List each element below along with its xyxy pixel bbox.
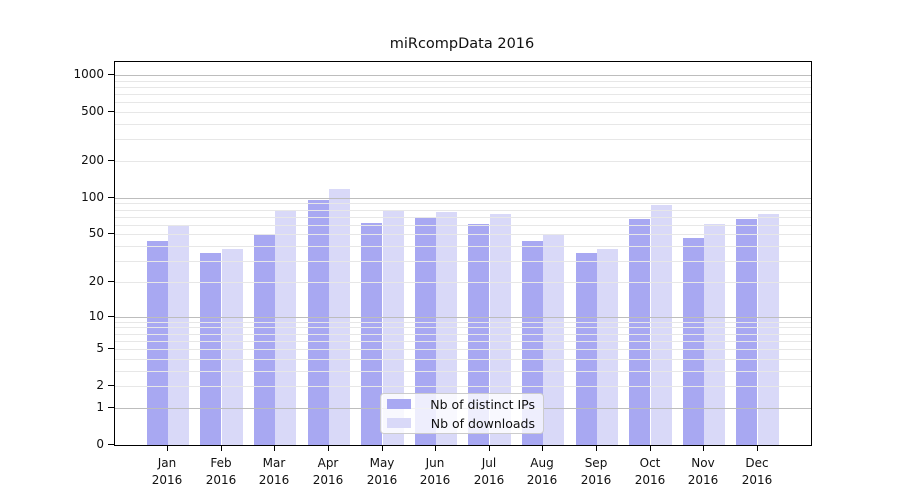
legend-label-downloads: Nb of downloads xyxy=(430,415,535,431)
x-tick-label-may: May 2016 xyxy=(366,456,398,487)
y-tick-label-200: 200 xyxy=(81,153,104,167)
y-tick-label-20: 20 xyxy=(88,274,104,288)
x-tick-label-jul: Jul 2016 xyxy=(473,456,505,487)
x-tick-label-mar: Mar 2016 xyxy=(258,456,290,487)
y-tick-label-50: 50 xyxy=(88,226,104,240)
y-tick-label-1: 1 xyxy=(96,400,104,414)
gridline-100 xyxy=(115,198,811,199)
gridline-800 xyxy=(115,87,811,88)
x-tick-label-oct: Oct 2016 xyxy=(634,456,666,487)
bar-sep-downloads xyxy=(597,249,618,445)
x-tick-label-dec: Dec 2016 xyxy=(741,456,773,487)
y-tick-label-5: 5 xyxy=(96,341,104,355)
gridline-300 xyxy=(115,139,811,140)
gridline-1000 xyxy=(115,75,811,76)
legend-swatch-downloads xyxy=(387,418,411,428)
gridline-2 xyxy=(115,386,811,387)
gridline-700 xyxy=(115,94,811,95)
gridline-600 xyxy=(115,102,811,103)
gridline-900 xyxy=(115,81,811,82)
y-tick-label-500: 500 xyxy=(81,104,104,118)
bar-dec-downloads xyxy=(758,214,779,445)
plot-area: Nb of distinct IPs Nb of downloads xyxy=(114,61,812,446)
legend: Nb of distinct IPs Nb of downloads xyxy=(380,393,544,434)
bar-jun-ips xyxy=(415,217,436,445)
legend-label-distinct-ips: Nb of distinct IPs xyxy=(430,396,535,412)
bar-oct-ips xyxy=(629,219,650,445)
gridline-400 xyxy=(115,124,811,125)
bar-jan-ips xyxy=(147,241,168,445)
gridline-10 xyxy=(115,317,811,318)
legend-swatch-distinct-ips xyxy=(387,399,411,409)
gridline-70 xyxy=(115,217,811,218)
bar-oct-downloads xyxy=(651,205,672,445)
gridline-60 xyxy=(115,225,811,226)
legend-row-downloads: Nb of downloads xyxy=(387,415,535,431)
gridline-3 xyxy=(115,371,811,372)
legend-row-distinct-ips: Nb of distinct IPs xyxy=(387,396,535,412)
y-tick-label-10: 10 xyxy=(88,309,104,323)
x-tick-label-nov: Nov 2016 xyxy=(687,456,719,487)
gridline-40 xyxy=(115,246,811,247)
y-tick-label-1000: 1000 xyxy=(73,67,104,81)
bar-jan-downloads xyxy=(168,225,189,445)
gridline-90 xyxy=(115,203,811,204)
gridline-6 xyxy=(115,341,811,342)
gridline-7 xyxy=(115,334,811,335)
x-tick-label-sep: Sep 2016 xyxy=(580,456,612,487)
gridline-80 xyxy=(115,210,811,211)
gridline-4 xyxy=(115,359,811,360)
bar-jul-downloads xyxy=(490,214,511,445)
x-tick-label-jan: Jan 2016 xyxy=(151,456,183,487)
gridline-200 xyxy=(115,161,811,162)
bar-mar-ips xyxy=(254,234,275,445)
gridline-8 xyxy=(115,327,811,328)
y-tick-label-2: 2 xyxy=(96,378,104,392)
gridline-5 xyxy=(115,349,811,350)
gridline-20 xyxy=(115,282,811,283)
x-tick-label-apr: Apr 2016 xyxy=(312,456,344,487)
gridline-9 xyxy=(115,322,811,323)
grid-layer xyxy=(115,62,811,445)
x-tick-label-jun: Jun 2016 xyxy=(419,456,451,487)
x-tick-label-feb: Feb 2016 xyxy=(205,456,237,487)
bar-dec-ips xyxy=(736,219,757,445)
bar-aug-downloads xyxy=(543,234,564,445)
bar-feb-downloads xyxy=(222,249,243,445)
x-tick-label-aug: Aug 2016 xyxy=(526,456,558,487)
chart-title: miRcompData 2016 xyxy=(389,36,535,52)
y-tick-label-100: 100 xyxy=(81,190,104,204)
y-tick-label-0: 0 xyxy=(96,437,104,451)
gridline-500 xyxy=(115,112,811,113)
gridline-30 xyxy=(115,261,811,262)
gridline-50 xyxy=(115,234,811,235)
